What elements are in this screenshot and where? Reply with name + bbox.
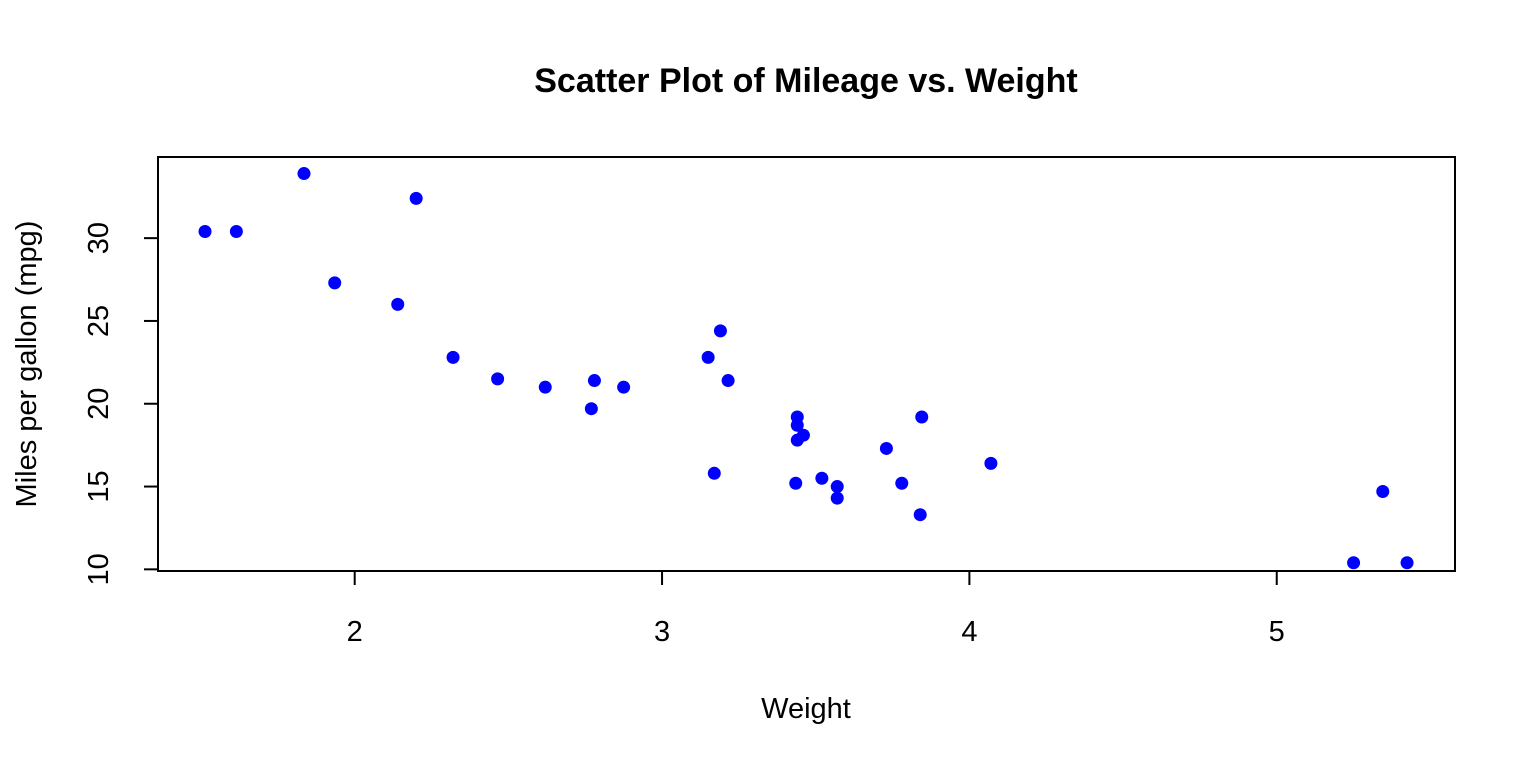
data-point (790, 410, 804, 424)
data-point (198, 225, 212, 239)
data-point (587, 374, 601, 388)
data-point (830, 480, 844, 494)
y-tick-label: 30 (83, 222, 115, 254)
x-axis: 2 3 4 5 (347, 570, 1285, 648)
x-tick-label: 5 (1269, 616, 1285, 648)
data-point (538, 380, 552, 394)
data-point (879, 441, 893, 455)
data-point (617, 380, 631, 394)
data-point (1400, 556, 1414, 570)
data-point (915, 410, 929, 424)
data-point (229, 225, 243, 239)
data-point (1347, 556, 1361, 570)
x-tick-label: 2 (347, 616, 363, 648)
y-tick-label: 20 (83, 388, 115, 420)
data-point (789, 476, 803, 490)
data-point (895, 476, 909, 490)
x-tick-label: 4 (961, 616, 977, 648)
x-tick-label: 3 (654, 616, 670, 648)
data-point (815, 471, 829, 485)
data-point (391, 297, 405, 311)
data-point (328, 276, 342, 290)
data-point (707, 466, 721, 480)
data-points (198, 167, 1414, 570)
data-point (584, 402, 598, 416)
data-point (721, 374, 735, 388)
data-point (297, 167, 311, 181)
data-point (713, 324, 727, 338)
data-point (409, 191, 423, 205)
y-tick-label: 10 (83, 553, 115, 585)
data-point (446, 350, 460, 364)
plot-frame (157, 156, 1456, 572)
y-axis-label: Miles per gallon (mpg) (11, 221, 43, 508)
data-point (491, 372, 505, 386)
y-tick-label: 15 (83, 470, 115, 502)
x-axis-label: Weight (761, 693, 851, 725)
y-tick-label: 25 (83, 305, 115, 337)
data-point (913, 508, 927, 522)
data-point (790, 433, 804, 447)
data-point (1376, 485, 1390, 499)
data-point (984, 456, 998, 470)
data-point (830, 491, 844, 505)
chart-title: Scatter Plot of Mileage vs. Weight (534, 62, 1078, 100)
y-axis: 10 15 20 25 30 (83, 222, 159, 585)
data-point (701, 350, 715, 364)
